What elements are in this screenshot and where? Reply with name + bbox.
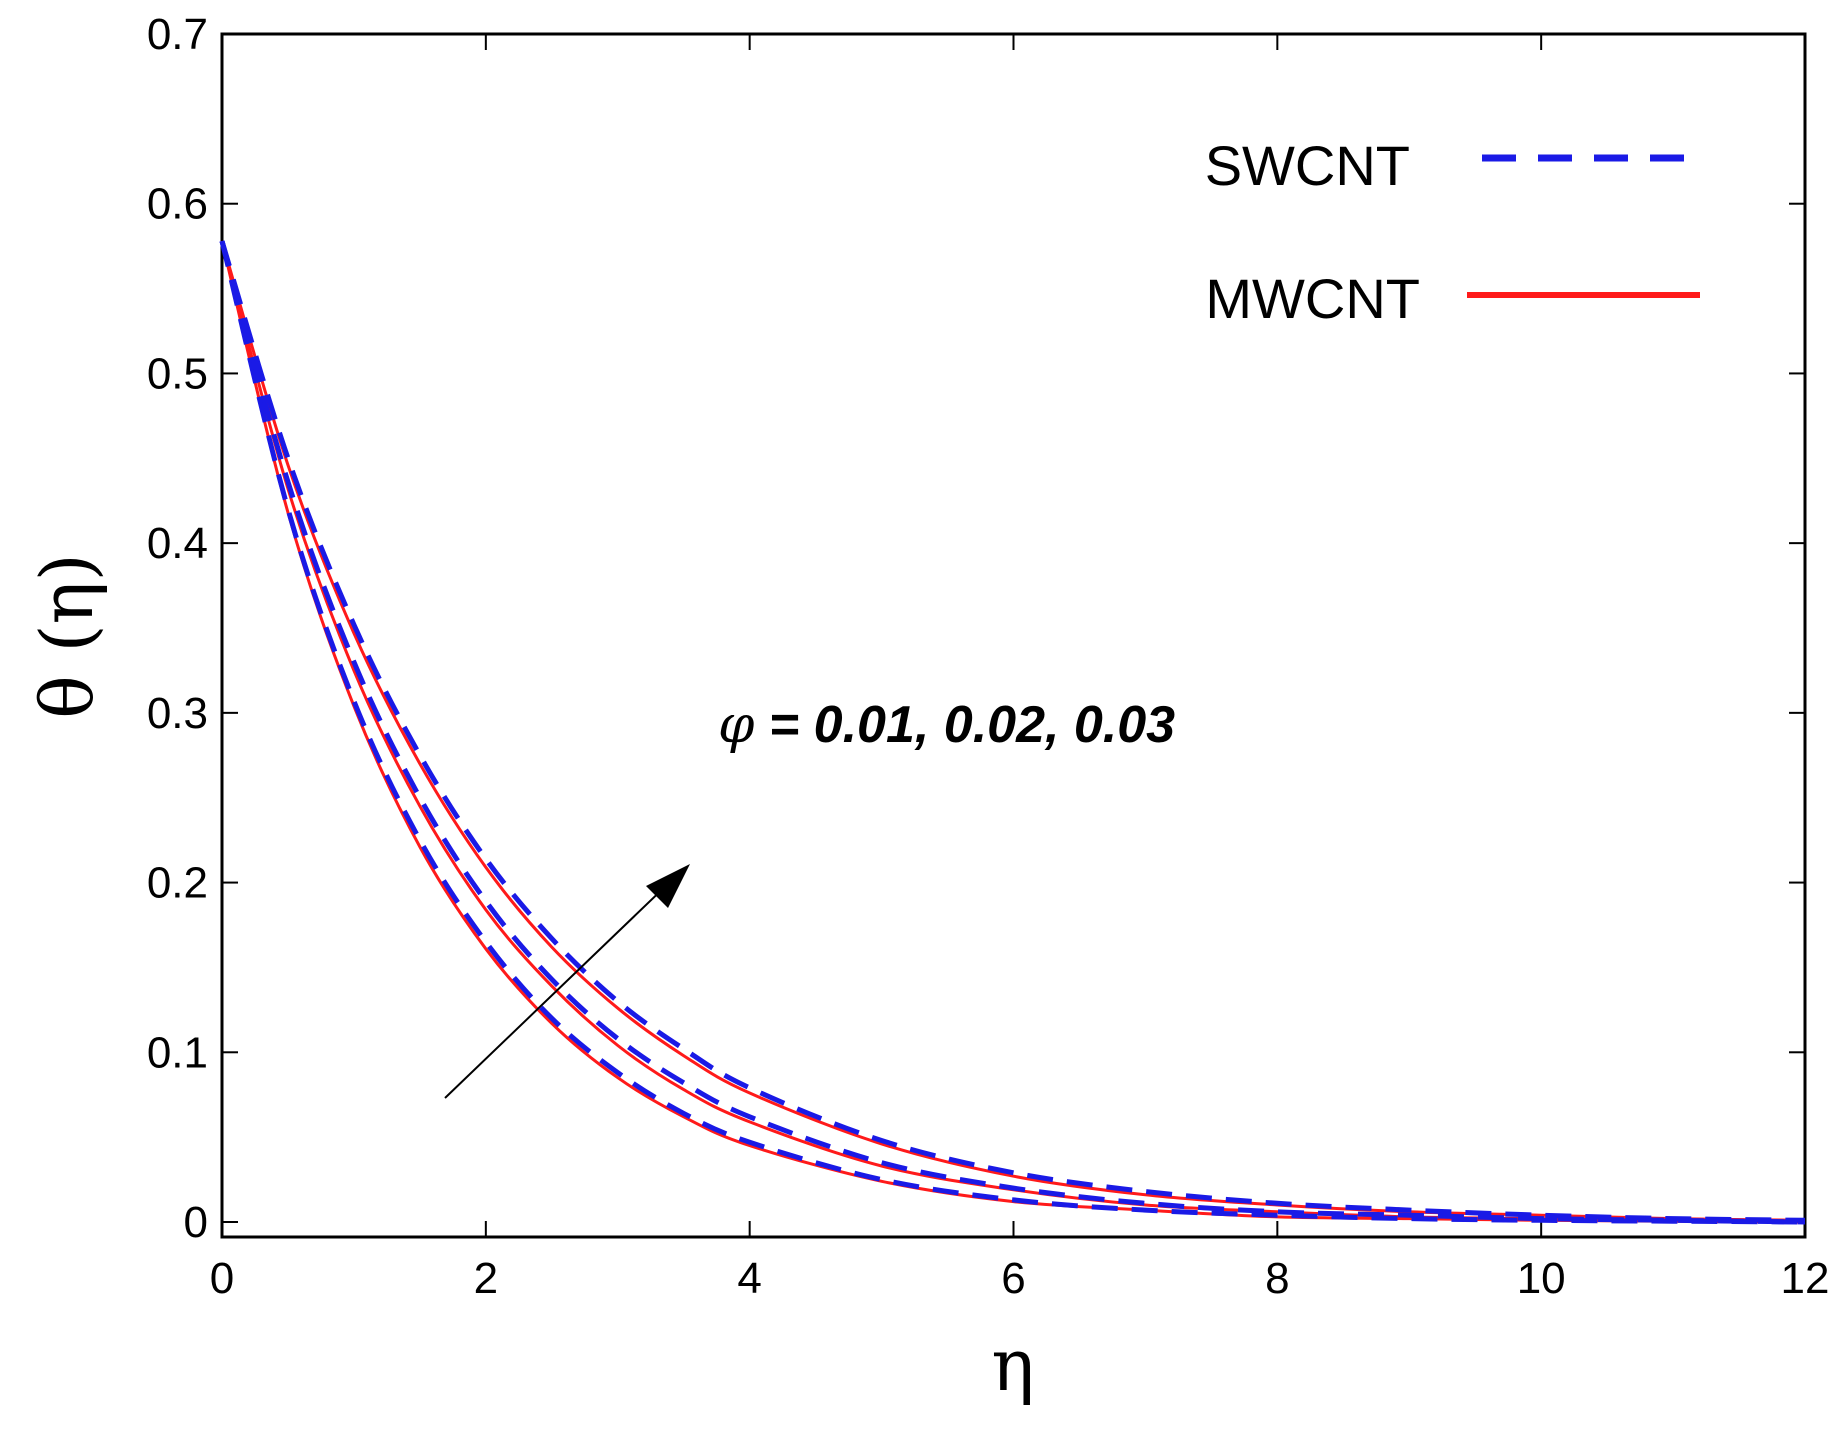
y-tick-labels: 0 0.1 0.2 0.3 0.4 0.5 0.6 0.7 [147,10,208,1247]
legend-label-mwcnt: MWCNT [1205,267,1420,330]
phi-symbol: φ [718,695,755,755]
y-tick-label: 0.2 [147,859,208,908]
x-tick-label: 12 [1781,1254,1830,1303]
legend-label-swcnt: SWCNT [1205,134,1410,197]
x-tick-label: 0 [210,1254,234,1303]
plot-frame [220,32,1807,1239]
y-axis-title: θ (η) [25,553,109,719]
trend-arrow-head [646,864,690,908]
y-tick-label: 0.7 [147,10,208,59]
y-tick-label: 0.1 [147,1028,208,1077]
swcnt-curve-1 [219,240,1806,1225]
swcnt-curve-2 [219,240,1806,1225]
annotation-text: φ = 0.01, 0.02, 0.03 [718,695,1175,755]
y-tick-label: 0.3 [147,689,208,738]
x-tick-label: 2 [474,1254,498,1303]
x-tick-label: 8 [1265,1254,1289,1303]
x-tick-label: 4 [737,1254,761,1303]
y-tick-label: 0.5 [147,349,208,398]
phi-annotation: φ = 0.01, 0.02, 0.03 [444,695,1175,1099]
x-tick-labels: 0 2 4 6 8 10 12 [210,1254,1830,1303]
data-curves [219,240,1806,1225]
x-axis-title: η [991,1323,1034,1407]
y-tick-label: 0 [184,1198,208,1247]
y-tick-label: 0.4 [147,519,208,568]
y-tick-label: 0.6 [147,180,208,229]
x-tick-label: 10 [1517,1254,1566,1303]
x-tick-label: 6 [1001,1254,1025,1303]
axis-ticks [221,33,1806,1237]
phi-values: = 0.01, 0.02, 0.03 [754,696,1175,754]
legend: SWCNT MWCNT [1205,134,1700,330]
trend-arrow-line [444,879,673,1099]
mwcnt-curve-3 [220,240,1806,1222]
